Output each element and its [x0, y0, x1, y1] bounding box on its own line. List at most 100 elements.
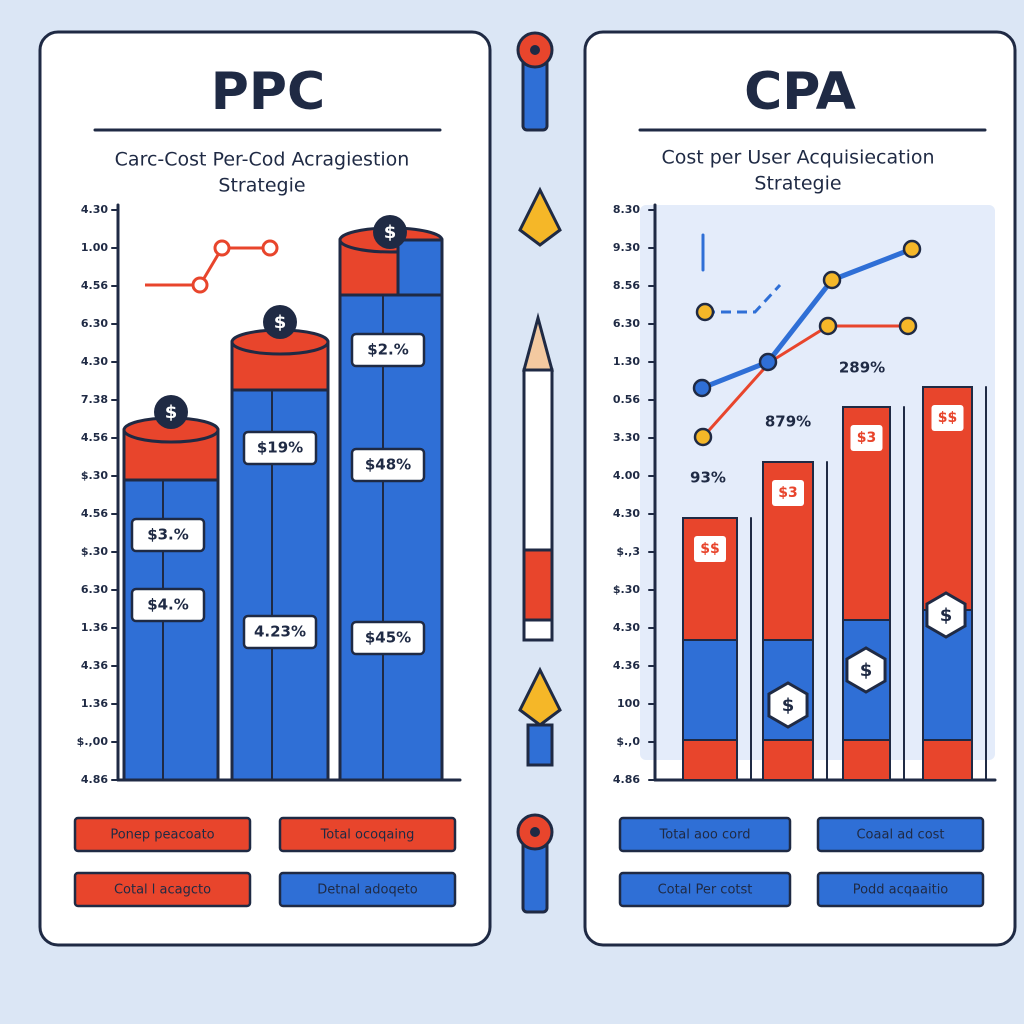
label-box [130, 517, 206, 553]
bar-tag-text: $3 [857, 430, 876, 446]
label-box [130, 587, 206, 623]
legend-label: Podd acqaaitio [853, 883, 949, 898]
bar-red [842, 739, 891, 781]
right-title: CPA [744, 62, 856, 122]
y-tick-label: $.30 [81, 469, 108, 482]
data-label: 289% [839, 359, 885, 377]
y-tick-label: 9.30 [613, 241, 640, 254]
y-tick-label: $.,0 [616, 735, 640, 748]
right-subtitle: Strategie [754, 173, 841, 195]
pin-dot [530, 45, 540, 55]
bar-label: $45% [365, 629, 411, 647]
y-tick-label: 4.56 [81, 507, 108, 520]
y-tick-label: 1.36 [81, 621, 108, 634]
y-tick-label: $.30 [81, 545, 108, 558]
legend-box [618, 816, 792, 853]
trend-dot [758, 352, 778, 372]
trend-line [145, 246, 270, 287]
legend-box [73, 871, 252, 908]
left-subtitle: Carc-Cost Per-Cod Acragiestion [115, 149, 410, 171]
legend-box [278, 871, 457, 908]
y-tick-label: 0.56 [613, 393, 640, 406]
bar-tag-text: $3 [778, 485, 797, 501]
y-tick-label: 6.30 [81, 583, 108, 596]
y-tick-label: 100 [617, 697, 640, 710]
trend-dot [902, 239, 922, 259]
legend-box [618, 871, 792, 908]
y-tick-label: 4.30 [81, 355, 108, 368]
rocket-base [526, 723, 554, 767]
legend-label: Total ocoqaing [320, 828, 415, 843]
legend-label: Detnal adoqeto [317, 883, 418, 898]
y-tick-label: 1.36 [81, 697, 108, 710]
y-tick-label: 4.86 [613, 773, 640, 786]
y-tick-label: $.30 [613, 583, 640, 596]
legend-label: Cotal l acagcto [114, 883, 211, 898]
coin [263, 305, 297, 339]
trend-dot [693, 427, 713, 447]
label-box [242, 430, 318, 466]
label-box [350, 332, 426, 368]
dashed-line [705, 283, 782, 314]
y-tick-label: 4.36 [613, 659, 640, 672]
y-tick-label: $.,3 [616, 545, 640, 558]
badge [767, 681, 809, 729]
badge-symbol: $ [860, 660, 873, 681]
y-tick-label: 4.56 [81, 431, 108, 444]
bar-label: $4.% [147, 596, 189, 614]
label-box [242, 614, 318, 650]
y-tick-label: 4.30 [613, 507, 640, 520]
pencil-tip [522, 312, 554, 372]
trend-line [701, 324, 908, 438]
label-box [350, 447, 426, 483]
data-label: 879% [765, 413, 811, 431]
y-tick-label: 4.86 [81, 773, 108, 786]
bar-label: 4.23% [254, 623, 306, 641]
y-tick-label: 8.56 [613, 279, 640, 292]
left-subtitle: Strategie [218, 175, 305, 197]
trend-dot [191, 276, 209, 294]
cylinder-body [230, 340, 330, 782]
badge-symbol: $ [940, 605, 953, 626]
trend-dot [822, 270, 842, 290]
badge [925, 591, 967, 639]
coin [373, 215, 407, 249]
y-tick-label: 4.00 [613, 469, 640, 482]
bar-tag [694, 536, 726, 562]
legend-box [816, 871, 985, 908]
label-box [350, 620, 426, 656]
trend-line [701, 246, 913, 391]
bar-red [682, 739, 738, 781]
y-tick-label: 4.56 [81, 279, 108, 292]
data-label: 93% [690, 469, 726, 487]
bar-label: $3.% [147, 526, 189, 544]
trend-dot [818, 316, 838, 336]
legend-label: Ponep peacoato [110, 828, 214, 843]
bar-tag [931, 405, 964, 431]
y-tick-label: $.,00 [77, 735, 109, 748]
bar-red [762, 739, 814, 781]
rocket [518, 666, 562, 727]
bar-tag-text: $$ [700, 541, 719, 557]
bar-label: $48% [365, 456, 411, 474]
trend-dot [213, 239, 231, 257]
right-subtitle: Cost per User Acquisiecation [661, 147, 934, 169]
bar-tag-text: $$ [938, 410, 957, 426]
legend-box [73, 816, 252, 853]
pin-dot [530, 827, 540, 837]
badge [845, 646, 887, 694]
trend-dot [692, 378, 712, 398]
bar-label: $19% [257, 439, 303, 457]
legend-label: Cotal Per cotst [658, 883, 753, 898]
trend-dot [695, 302, 715, 322]
y-tick-label: 7.38 [81, 393, 108, 406]
bar-tag [772, 480, 804, 506]
legend-label: Total aoo cord [659, 828, 751, 843]
y-tick-label: 1.00 [81, 241, 108, 254]
y-tick-label: 4.30 [81, 203, 108, 216]
coin-symbol: $ [165, 402, 178, 423]
legend-box [278, 816, 457, 853]
coin [154, 395, 188, 429]
y-tick-label: 3.30 [613, 431, 640, 444]
